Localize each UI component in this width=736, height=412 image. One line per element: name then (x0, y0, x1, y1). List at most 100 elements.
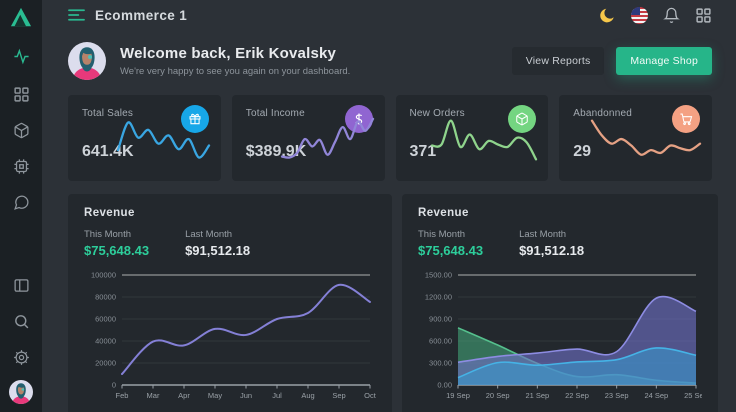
svg-text:19 Sep: 19 Sep (446, 391, 470, 400)
svg-text:0: 0 (112, 381, 116, 390)
svg-text:Feb: Feb (116, 391, 129, 400)
svg-text:0.00: 0.00 (437, 381, 452, 390)
svg-text:Jul: Jul (272, 391, 282, 400)
stat-label: Total Income (245, 108, 305, 119)
abandonned-sparkline (590, 114, 702, 171)
topbar-actions (599, 6, 712, 24)
sidebar-item-search[interactable] (12, 312, 30, 330)
sidebar (0, 0, 42, 412)
svg-text:Oct: Oct (364, 391, 376, 400)
svg-text:600.00: 600.00 (429, 337, 452, 346)
this-month-value: $75,648.43 (84, 243, 150, 258)
new-orders-sparkline (430, 114, 538, 171)
grid-icon (13, 86, 29, 102)
last-month-block: Last Month $91,512.18 (185, 229, 250, 258)
sidebar-item-system[interactable] (12, 157, 30, 175)
welcome-heading: Welcome back, Erik Kovalsky (120, 45, 337, 62)
apps-grid-icon (696, 7, 711, 23)
svg-text:Aug: Aug (301, 391, 314, 400)
activity-icon (13, 48, 29, 64)
svg-text:May: May (208, 391, 222, 400)
menu-icon[interactable] (68, 8, 85, 22)
stat-label: New Orders (409, 108, 465, 119)
svg-text:20000: 20000 (95, 359, 116, 368)
month-summary: This Month $75,648.43 Last Month $91,512… (84, 229, 376, 258)
package-icon (508, 105, 537, 133)
gift-icon (180, 105, 209, 133)
svg-text:60000: 60000 (95, 315, 116, 324)
language-selector-us-flag-icon[interactable] (631, 6, 648, 24)
cart-icon (672, 105, 700, 133)
stat-value: 641.4K (82, 143, 134, 160)
sidebar-item-dashboard[interactable] (12, 85, 30, 103)
this-month-label: This Month (84, 229, 131, 240)
svg-text:25 Sep: 25 Sep (684, 391, 702, 400)
logo-triangle-icon[interactable] (10, 7, 32, 27)
avatar (68, 42, 106, 80)
search-icon (14, 314, 28, 328)
sidebar-user-avatar[interactable] (9, 380, 33, 404)
revenue-line-chart: 0 20000 40000 60000 80000 100000 Feb Mar Apr May J… (84, 269, 377, 408)
sidebar-item-layout[interactable] (12, 276, 30, 294)
svg-text:Sep: Sep (332, 391, 345, 400)
stat-card-total-sales[interactable]: Total Sales 641.4K (68, 95, 221, 181)
this-month-label: This Month (418, 229, 465, 240)
stat-cards-row: Total Sales 641.4K Total Income $389.9K … (68, 95, 712, 181)
svg-text:Mar: Mar (147, 391, 160, 400)
layout-icon (13, 278, 29, 292)
svg-text:Jun: Jun (240, 391, 252, 400)
package-icon (13, 122, 29, 138)
svg-text:900.00: 900.00 (429, 315, 452, 324)
welcome-actions: View Reports Manage Shop (511, 47, 712, 75)
stat-label: Total Sales (82, 108, 134, 119)
svg-text:22 Sep: 22 Sep (565, 391, 589, 400)
revenue-panel-daily: Revenue This Month $75,648.43 Last Month… (402, 194, 718, 412)
manage-shop-button[interactable]: Manage Shop (616, 47, 712, 75)
last-month-value: $91,512.18 (185, 243, 251, 258)
svg-text:300.00: 300.00 (429, 359, 452, 368)
last-month-label: Last Month (519, 229, 567, 240)
gear-icon (13, 349, 29, 365)
stat-label: Abandonned (573, 108, 632, 119)
sidebar-item-products[interactable] (12, 121, 30, 139)
sidebar-item-activity[interactable] (12, 47, 30, 65)
welcome-section: Welcome back, Erik Kovalsky We're very h… (68, 42, 712, 80)
svg-text:23 Sep: 23 Sep (605, 391, 629, 400)
moon-icon (600, 8, 614, 22)
notifications-button[interactable] (663, 7, 680, 24)
total-income-sparkline (280, 114, 375, 171)
cpu-icon (13, 158, 29, 174)
sidebar-item-settings[interactable] (12, 348, 30, 366)
page-title: Ecommerce 1 (95, 7, 188, 23)
stat-card-new-orders[interactable]: New Orders 371 (395, 95, 549, 181)
apps-menu-button[interactable] (695, 7, 712, 24)
svg-text:1200.00: 1200.00 (425, 293, 452, 302)
dark-mode-toggle[interactable] (599, 7, 616, 24)
svg-text:21 Sep: 21 Sep (525, 391, 549, 400)
bell-icon (663, 7, 680, 23)
total-sales-sparkline (116, 114, 211, 171)
panel-title: Revenue (418, 207, 469, 219)
top-bar: Ecommerce 1 (68, 0, 712, 30)
this-month-value: $75,648.43 (418, 243, 484, 258)
stat-value: 371 (409, 143, 437, 160)
month-summary: This Month $75,648.43 Last Month $91,512… (418, 229, 702, 258)
sidebar-item-messages[interactable] (12, 193, 30, 211)
svg-text:100000: 100000 (91, 271, 116, 280)
this-month-block: This Month $75,648.43 (84, 229, 149, 258)
welcome-text: Welcome back, Erik Kovalsky We're very h… (120, 45, 350, 77)
revenue-panels-row: Revenue This Month $75,648.43 Last Month… (68, 194, 718, 412)
stat-card-abandonned[interactable]: Abandonned 29 (559, 95, 712, 181)
revenue-area-chart: 0.00 300.00 600.00 900.00 1200.00 1500.00 19 S… (418, 269, 708, 408)
last-month-label: Last Month (185, 229, 233, 240)
view-reports-button[interactable]: View Reports (511, 47, 605, 75)
welcome-subheading: We're very happy to see you again on you… (120, 66, 351, 77)
main-content: Ecommerce 1 Welcome back, Erik Koval (42, 0, 736, 412)
chat-icon (13, 195, 29, 210)
panel-title: Revenue (84, 207, 135, 219)
avatar (9, 380, 33, 404)
svg-text:20 Sep: 20 Sep (486, 391, 510, 400)
stat-card-total-income[interactable]: Total Income $389.9K (231, 95, 385, 181)
revenue-panel-monthly: Revenue This Month $75,648.43 Last Month… (68, 194, 392, 412)
